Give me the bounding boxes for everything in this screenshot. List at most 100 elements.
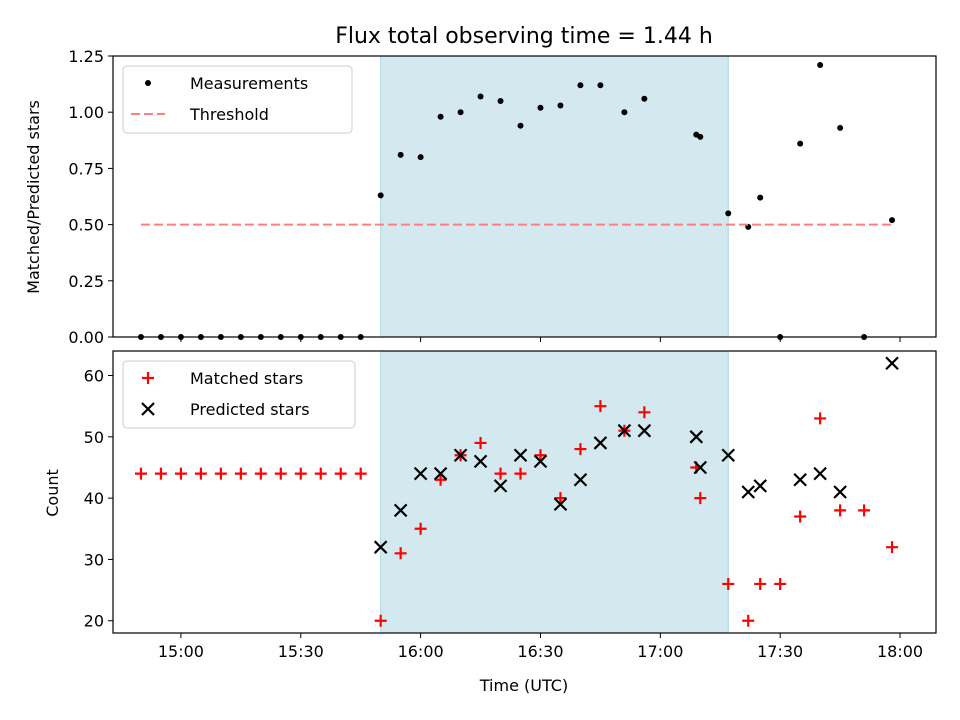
matched-star-point [754, 577, 767, 590]
matched-star-point [274, 467, 287, 480]
measurement-point [797, 140, 804, 147]
measurement-point [641, 95, 648, 102]
matched-star-point [886, 541, 899, 554]
legend: Matched stars Predicted stars [122, 360, 356, 429]
measurement-point [477, 93, 484, 100]
y-tick-label: 40 [84, 489, 104, 508]
y-axis-label-ratio: Matched/Predicted stars [24, 100, 43, 294]
y-tick-label: 0.00 [68, 328, 104, 347]
series-matched-stars [134, 400, 899, 627]
y-tick-label: 1.00 [68, 103, 104, 122]
legend-label: Predicted stars [190, 400, 310, 419]
matched-star-point [174, 467, 187, 480]
x-axis-label: Time (UTC) [479, 676, 568, 695]
matched-star-point [154, 467, 167, 480]
matched-star-point [414, 522, 427, 535]
y-tick-label: 60 [84, 367, 104, 386]
x-tick-label: 15:00 [158, 642, 204, 661]
y-tick-label: 50 [84, 428, 104, 447]
predicted-star-point [393, 503, 408, 518]
matched-star-point [334, 467, 347, 480]
y-tick-label: 0.50 [68, 216, 104, 235]
predicted-star-point [553, 497, 568, 512]
x-tick-label: 18:00 [877, 642, 923, 661]
measurement-point [725, 210, 732, 217]
measurement-point [377, 192, 384, 199]
matched-star-point [794, 510, 807, 523]
ratio-panel: 0.00 0.25 0.50 0.75 1.00 1.25 Measurements Thre… [68, 47, 937, 347]
matched-star-point [774, 577, 787, 590]
predicted-star-point [693, 460, 708, 475]
matched-star-point [814, 412, 827, 425]
predicted-star-point [593, 436, 608, 450]
predicted-star-point [689, 430, 704, 444]
predicted-star-point [473, 454, 488, 469]
matched-star-point [722, 577, 735, 590]
matched-star-point [694, 492, 707, 505]
y-tick-label: 0.75 [68, 159, 104, 178]
x-tick-label: 16:00 [398, 642, 444, 661]
count-panel: 20 30 40 50 60 15:00 15:30 16:00 16:30 17:00 17:30… [84, 350, 937, 661]
matched-star-point [214, 467, 227, 480]
matched-star-point [594, 400, 607, 413]
predicted-star-point [533, 454, 548, 469]
legend-label: Measurements [190, 74, 308, 93]
y-axis-label-count: Count [43, 469, 62, 517]
legend-label: Matched stars [190, 369, 303, 388]
measurement-point [621, 109, 628, 116]
measurement-point [597, 82, 604, 89]
legend-label: Threshold [189, 105, 269, 124]
matched-star-point [134, 467, 147, 480]
legend-box [122, 360, 356, 429]
measurement-point [889, 217, 896, 224]
chart-title: Flux total observing time = 1.44 h [335, 24, 713, 49]
matched-star-point [394, 547, 407, 560]
predicted-star-point [413, 466, 428, 481]
observing-window-shade [380, 350, 729, 634]
predicted-star-point [741, 485, 756, 499]
measurement-point [437, 113, 444, 120]
predicted-star-point [573, 472, 588, 487]
predicted-star-point [637, 423, 652, 438]
observing-window-shade [380, 55, 729, 338]
predicted-star-point [753, 479, 767, 493]
measurement-point [837, 124, 844, 131]
predicted-star-point [513, 448, 528, 462]
measurement-point [457, 109, 464, 116]
matched-star-point [834, 504, 847, 517]
matched-star-point [514, 467, 527, 480]
predicted-star-point [721, 448, 736, 462]
matched-star-point [742, 614, 755, 627]
measurement-point [697, 133, 704, 140]
matched-star-point [294, 467, 307, 480]
predicted-star-point [813, 466, 827, 481]
matched-star-point [234, 467, 247, 480]
matched-star-point [434, 473, 447, 486]
x-tick-label: 16:30 [517, 642, 563, 661]
measurement-point [497, 97, 504, 104]
y-tick-label: 30 [84, 550, 104, 569]
matched-star-point [254, 467, 267, 480]
matched-star-point [494, 467, 507, 480]
predicted-star-point [885, 356, 899, 371]
series-predicted-stars [373, 356, 899, 554]
matched-star-point [354, 467, 367, 480]
legend-marker [142, 372, 154, 384]
matched-star-point [474, 436, 487, 449]
measurement-point [397, 151, 404, 158]
axes-frame [112, 55, 937, 338]
matched-star-point [574, 443, 587, 456]
predicted-star-point [453, 448, 468, 462]
measurement-point [557, 102, 564, 109]
measurement-point [817, 61, 824, 68]
measurement-point [757, 194, 764, 201]
legend-marker [145, 80, 151, 86]
predicted-star-point [373, 540, 388, 554]
x-tick-label: 17:00 [637, 642, 683, 661]
x-tick-label: 15:30 [278, 642, 324, 661]
predicted-star-point [493, 479, 508, 493]
matched-star-point [858, 504, 871, 517]
measurement-point [577, 82, 584, 89]
legend-marker [141, 402, 155, 416]
